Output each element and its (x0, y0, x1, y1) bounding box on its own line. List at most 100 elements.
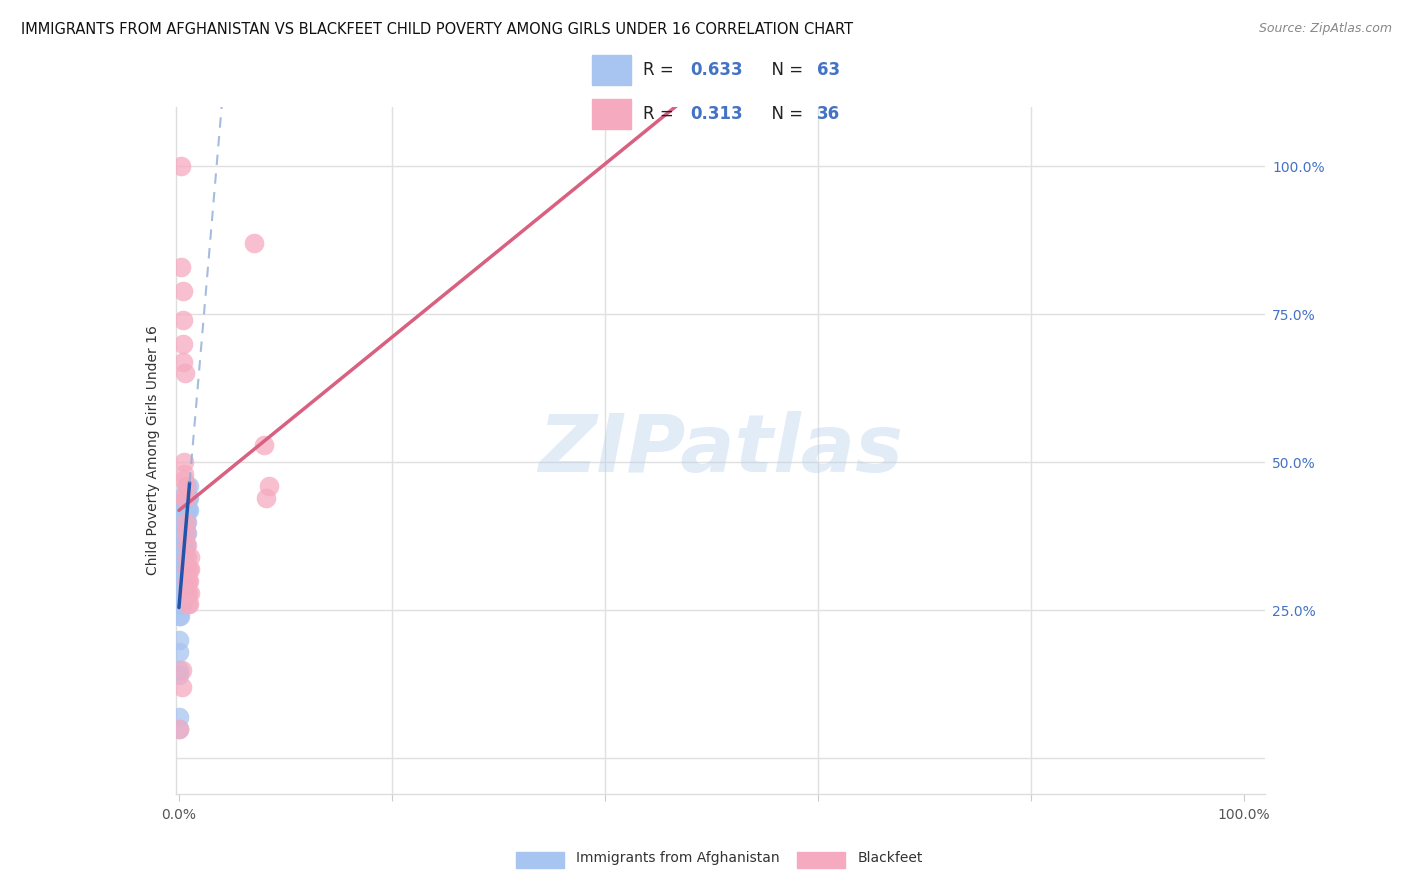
Point (172, 549, 194, 564)
Point (173, 367, 195, 381)
Point (176, 479, 198, 493)
Point (169, 585, 191, 599)
Text: IMMIGRANTS FROM AFGHANISTAN VS BLACKFEET CHILD POVERTY AMONG GIRLS UNDER 16 CORR: IMMIGRANTS FROM AFGHANISTAN VS BLACKFEET… (21, 22, 853, 37)
Point (169, 549, 191, 564)
Point (172, 284, 194, 298)
Point (174, 515, 197, 529)
Point (174, 502, 197, 516)
Point (173, 538, 195, 552)
Point (169, 574, 191, 588)
Point (172, 526, 194, 541)
Point (176, 502, 198, 516)
FancyBboxPatch shape (592, 99, 631, 129)
Point (173, 574, 195, 588)
Point (169, 710, 191, 724)
Text: N =: N = (761, 61, 808, 78)
Point (179, 574, 201, 588)
Point (177, 562, 200, 576)
Point (174, 526, 197, 541)
Text: Immigrants from Afghanistan: Immigrants from Afghanistan (576, 851, 780, 865)
Point (176, 574, 198, 588)
Point (170, 538, 193, 552)
Point (170, 549, 193, 564)
Point (179, 585, 201, 599)
Point (173, 526, 195, 541)
Point (176, 526, 198, 541)
Point (169, 502, 191, 516)
Point (176, 585, 198, 599)
Point (176, 538, 198, 552)
Point (242, 236, 264, 251)
Point (179, 549, 201, 564)
Point (173, 515, 195, 529)
Point (177, 491, 200, 505)
Point (170, 562, 193, 576)
Point (169, 574, 191, 588)
Point (176, 491, 198, 505)
FancyBboxPatch shape (592, 55, 631, 85)
Point (177, 574, 200, 588)
Point (172, 574, 194, 588)
Point (176, 549, 198, 564)
Text: N =: N = (761, 105, 808, 123)
Point (169, 668, 191, 682)
Point (170, 260, 193, 274)
FancyBboxPatch shape (797, 852, 845, 868)
Text: ZIPatlas: ZIPatlas (538, 411, 903, 490)
Point (169, 574, 191, 588)
Point (169, 598, 191, 612)
Point (169, 598, 191, 612)
Point (169, 585, 191, 599)
Point (177, 479, 200, 493)
Point (253, 437, 276, 451)
Point (169, 538, 191, 552)
Point (172, 354, 194, 368)
Point (173, 473, 195, 487)
Point (176, 526, 198, 541)
Point (169, 609, 191, 624)
Point (169, 585, 191, 599)
Point (169, 609, 191, 624)
Text: 0.313: 0.313 (690, 105, 742, 123)
Point (176, 515, 198, 529)
Point (169, 598, 191, 612)
Point (172, 663, 194, 677)
Point (172, 337, 194, 351)
Point (170, 585, 193, 599)
Point (172, 598, 194, 612)
Point (169, 515, 191, 529)
Point (169, 562, 191, 576)
Point (169, 585, 191, 599)
Point (259, 479, 281, 493)
Point (172, 585, 194, 599)
Point (169, 574, 191, 588)
Point (177, 585, 200, 599)
Point (174, 515, 197, 529)
Point (167, 632, 190, 647)
Point (169, 526, 191, 541)
Point (173, 562, 195, 576)
Point (169, 491, 191, 505)
Text: R =: R = (643, 105, 679, 123)
Point (167, 722, 190, 736)
Point (174, 491, 197, 505)
Point (173, 467, 195, 482)
Point (169, 663, 191, 677)
Point (169, 598, 191, 612)
Point (177, 502, 200, 516)
Y-axis label: Child Poverty Among Girls Under 16: Child Poverty Among Girls Under 16 (146, 326, 160, 575)
Point (169, 645, 191, 659)
Text: 63: 63 (817, 61, 839, 78)
Text: R =: R = (643, 61, 679, 78)
Point (176, 491, 198, 505)
Point (170, 159, 193, 173)
Point (172, 562, 194, 576)
Point (176, 598, 198, 612)
Point (169, 562, 191, 576)
Point (169, 562, 191, 576)
FancyBboxPatch shape (516, 852, 564, 868)
Point (170, 681, 193, 695)
Text: 0.633: 0.633 (690, 61, 742, 78)
Point (176, 562, 198, 576)
Text: Blackfeet: Blackfeet (858, 851, 922, 865)
